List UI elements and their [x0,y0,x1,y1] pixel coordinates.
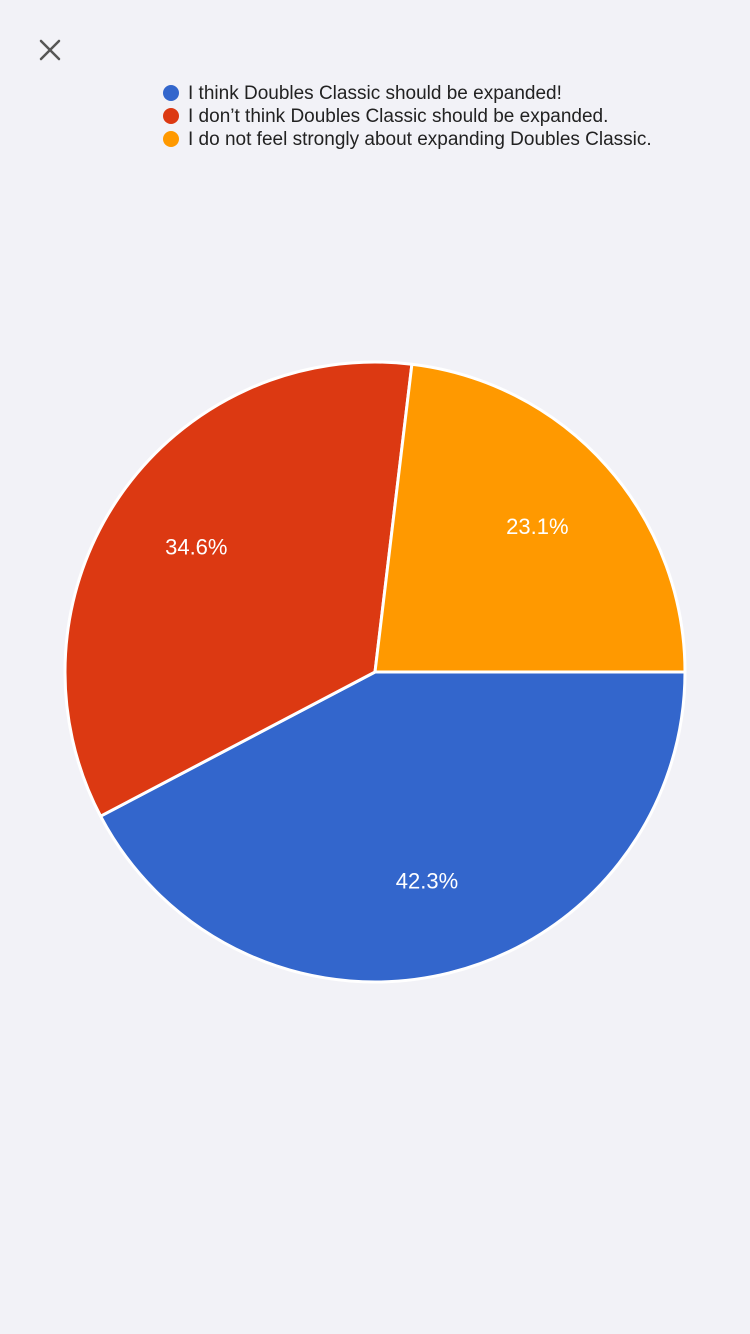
slice-label: 23.1% [506,514,568,539]
legend-swatch [163,85,179,101]
legend-label: I don’t think Doubles Classic should be … [188,106,608,127]
slice-label: 42.3% [396,868,458,893]
legend: I think Doubles Classic should be expand… [163,83,652,150]
legend-swatch [163,131,179,147]
pie-slice [99,670,687,984]
pie-slice [63,360,414,818]
close-button[interactable] [39,39,61,61]
pie-slice [373,362,687,674]
legend-label: I do not feel strongly about expanding D… [188,129,652,150]
slice-label: 34.6% [165,535,227,560]
legend-label: I think Doubles Classic should be expand… [188,83,562,104]
legend-swatch [163,108,179,124]
close-icon[interactable] [39,39,61,61]
pie: 42.3% 34.6% 23.1% [63,360,687,984]
